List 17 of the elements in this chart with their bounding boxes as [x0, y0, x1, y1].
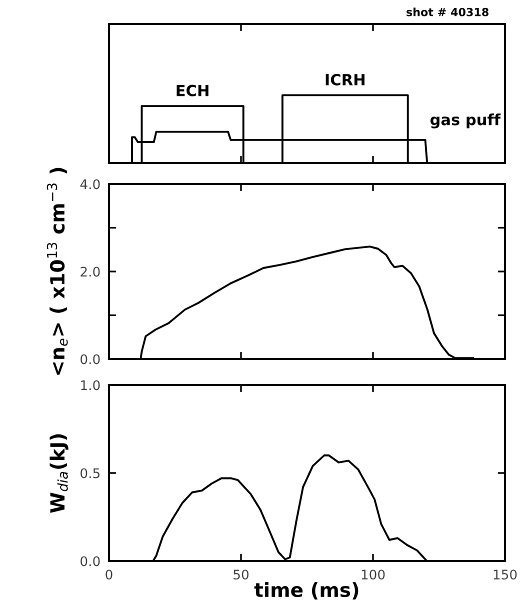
y-axis-title: W$_{dia}$(kJ) — [50, 434, 68, 513]
x-tick-label: 100 — [362, 570, 385, 580]
y-axis-title: <n$_{e}$> ( x10$^{13}$ cm$^{−3}$ ) — [46, 168, 68, 375]
series-label: ICRH — [326, 74, 364, 86]
y-tick-label: 1.0 — [81, 380, 100, 390]
x-tick-label: 50 — [234, 570, 249, 580]
chart-title: shot # 40318 — [406, 8, 488, 16]
x-tick-label: 150 — [494, 570, 517, 580]
y-tick-label: 2.0 — [80, 266, 100, 277]
y-tick-label: 0.5 — [80, 468, 100, 478]
y-tick-label: 4.0 — [80, 179, 100, 190]
x-axis-title: time (ms) — [254, 582, 358, 600]
series-label: ECH — [176, 84, 208, 96]
x-tick-label: 0 — [106, 570, 112, 580]
y-tick-label: 0.0 — [80, 556, 100, 566]
y-tick-label: 0.0 — [80, 354, 100, 364]
series-label: gas puff — [430, 114, 501, 128]
